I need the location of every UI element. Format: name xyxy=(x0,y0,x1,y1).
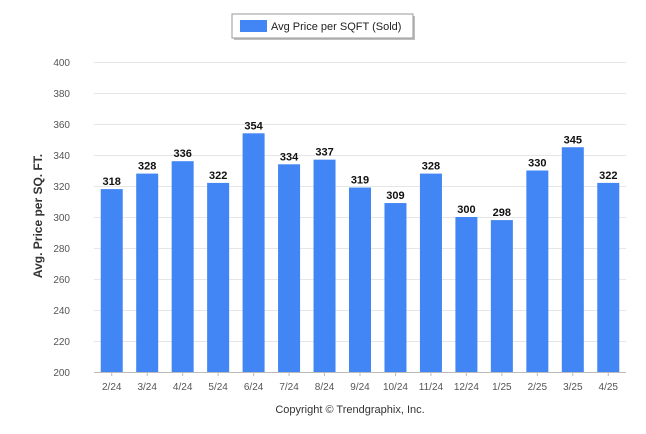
y-tick-label: 220 xyxy=(53,337,70,348)
x-tick-label: 5/24 xyxy=(208,382,228,393)
bar xyxy=(171,161,194,372)
data-label: 330 xyxy=(528,158,546,170)
data-labels: 318 328 336 322 354 334 337 319 309 328 300 298 330 3… xyxy=(103,120,618,219)
bar xyxy=(561,147,584,372)
x-tick-label: 9/24 xyxy=(350,382,370,393)
legend-swatch xyxy=(240,20,267,32)
y-tick-label: 280 xyxy=(53,244,70,255)
y-axis-title: Avg. Price per SQ. FT. xyxy=(31,154,45,278)
data-label: 337 xyxy=(315,147,333,159)
x-tick-label: 4/25 xyxy=(599,382,619,393)
y-tick-label: 360 xyxy=(53,120,70,131)
x-tick-label: 6/24 xyxy=(244,382,264,393)
y-tick-label: 320 xyxy=(53,182,70,193)
data-label: 319 xyxy=(351,175,369,187)
y-axis-ticks: 200 220 240 260 280 300 320 340 360 380 400 xyxy=(53,58,70,379)
data-label: 345 xyxy=(564,134,582,146)
bar xyxy=(100,189,123,372)
bar xyxy=(136,173,159,372)
data-label: 328 xyxy=(138,161,156,173)
data-label: 328 xyxy=(422,161,440,173)
bar xyxy=(384,203,407,372)
data-label: 318 xyxy=(103,176,121,188)
legend: Avg Price per SQFT (Sold) xyxy=(231,13,415,40)
bar xyxy=(278,164,301,372)
bar xyxy=(419,173,442,372)
x-tick-label: 2/24 xyxy=(102,382,122,393)
x-tick-label: 1/25 xyxy=(492,382,512,393)
data-label: 334 xyxy=(280,151,299,163)
y-tick-label: 400 xyxy=(53,58,70,69)
bar xyxy=(313,159,336,372)
bar xyxy=(490,220,513,372)
y-tick-label: 240 xyxy=(53,306,70,317)
x-tick-label: 4/24 xyxy=(173,382,193,393)
legend-label: Avg Price per SQFT (Sold) xyxy=(271,21,401,33)
bars xyxy=(100,133,620,372)
bar xyxy=(207,182,230,372)
data-label: 298 xyxy=(493,207,511,219)
y-tick-label: 300 xyxy=(53,213,70,224)
x-tick-label: 8/24 xyxy=(315,382,335,393)
data-label: 309 xyxy=(386,190,404,202)
bar xyxy=(242,133,265,372)
bar xyxy=(526,170,549,372)
data-label: 300 xyxy=(457,204,475,216)
y-tick-label: 260 xyxy=(53,275,70,286)
x-tick-label: 11/24 xyxy=(419,382,444,393)
x-tick-label: 7/24 xyxy=(279,382,299,393)
x-tick-label: 10/24 xyxy=(383,382,408,393)
y-tick-label: 200 xyxy=(53,368,70,379)
copyright-text: Copyright © Trendgraphix, Inc. xyxy=(275,404,424,416)
x-tick-label: 3/24 xyxy=(137,382,157,393)
data-label: 322 xyxy=(599,170,617,182)
data-label: 322 xyxy=(209,170,227,182)
bar xyxy=(597,182,620,372)
y-tick-label: 380 xyxy=(53,89,70,100)
x-tick-label: 2/25 xyxy=(528,382,548,393)
x-tick-label: 3/25 xyxy=(563,382,583,393)
data-label: 336 xyxy=(173,148,191,160)
x-tick-label: 12/24 xyxy=(454,382,479,393)
x-axis-ticks: 2/24 3/24 4/24 5/24 6/24 7/24 8/24 9/24 10/24 11/… xyxy=(102,372,618,393)
bar xyxy=(349,187,371,372)
data-label: 354 xyxy=(244,120,263,132)
bar xyxy=(455,217,478,372)
y-tick-label: 340 xyxy=(53,151,70,162)
